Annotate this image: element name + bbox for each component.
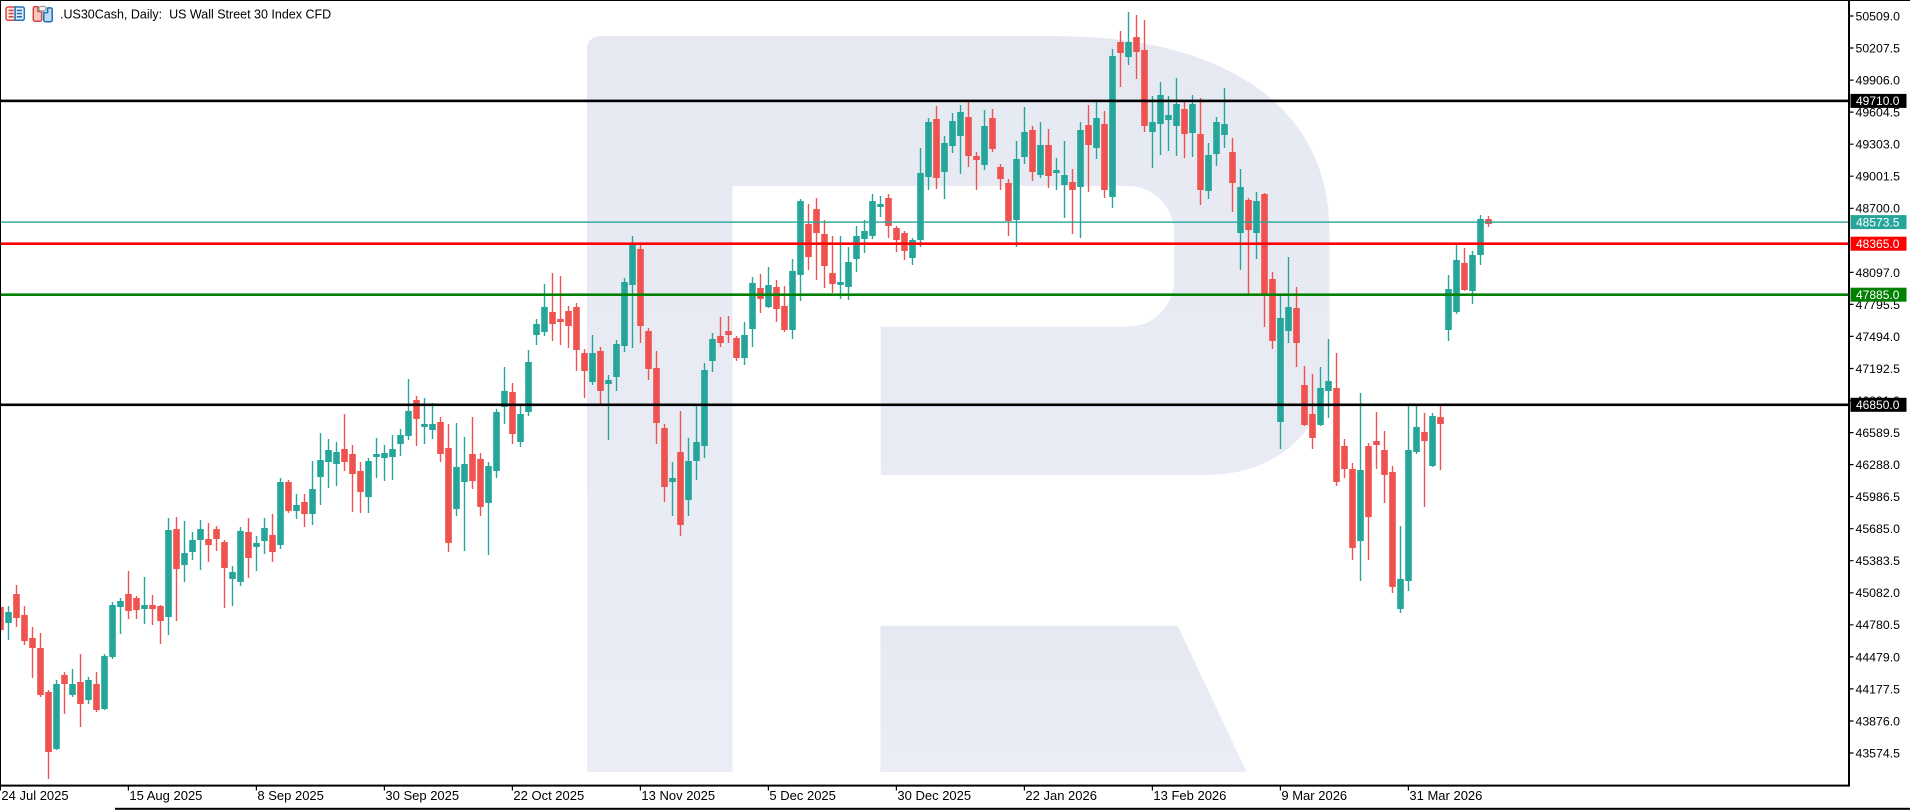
svg-text:47885.0: 47885.0 — [1856, 288, 1900, 302]
svg-text:45685.0: 45685.0 — [1856, 522, 1901, 536]
svg-text:15 Aug 2025: 15 Aug 2025 — [129, 788, 202, 803]
svg-text:45082.0: 45082.0 — [1856, 586, 1901, 600]
svg-text:46288.0: 46288.0 — [1856, 458, 1901, 472]
svg-text:30 Sep 2025: 30 Sep 2025 — [385, 788, 459, 803]
svg-text:30 Dec 2025: 30 Dec 2025 — [897, 788, 971, 803]
svg-text:43876.0: 43876.0 — [1856, 714, 1901, 728]
svg-text:46850.0: 46850.0 — [1856, 398, 1900, 412]
svg-text:50207.5: 50207.5 — [1856, 41, 1901, 55]
svg-text:45383.5: 45383.5 — [1856, 554, 1901, 568]
svg-text:49303.0: 49303.0 — [1856, 138, 1901, 152]
svg-text:46589.5: 46589.5 — [1856, 426, 1901, 440]
svg-text:13 Nov 2025: 13 Nov 2025 — [641, 788, 715, 803]
svg-text:24 Jul 2025: 24 Jul 2025 — [1, 788, 68, 803]
svg-text:22 Jan 2026: 22 Jan 2026 — [1025, 788, 1097, 803]
svg-text:49001.5: 49001.5 — [1856, 170, 1901, 184]
svg-text:48700.0: 48700.0 — [1856, 202, 1901, 216]
svg-text:49710.0: 49710.0 — [1856, 94, 1900, 108]
svg-text:43574.5: 43574.5 — [1856, 746, 1901, 760]
svg-text:44780.5: 44780.5 — [1856, 618, 1901, 632]
svg-text:47494.0: 47494.0 — [1856, 330, 1901, 344]
svg-text:13 Feb 2026: 13 Feb 2026 — [1153, 788, 1226, 803]
svg-text:49906.0: 49906.0 — [1856, 74, 1901, 88]
svg-text:48097.0: 48097.0 — [1856, 266, 1901, 280]
svg-text:9 Mar 2026: 9 Mar 2026 — [1281, 788, 1347, 803]
svg-text:49604.5: 49604.5 — [1856, 106, 1901, 120]
svg-text:48365.0: 48365.0 — [1856, 237, 1900, 251]
svg-text:50509.0: 50509.0 — [1856, 9, 1901, 23]
svg-text:44177.5: 44177.5 — [1856, 682, 1901, 696]
svg-text:.US30Cash, Daily: US Wall Str: .US30Cash, Daily: US Wall Street 30 Inde… — [60, 8, 331, 22]
svg-text:44479.0: 44479.0 — [1856, 650, 1901, 664]
svg-text:45986.5: 45986.5 — [1856, 490, 1901, 504]
svg-text:22 Oct 2025: 22 Oct 2025 — [513, 788, 584, 803]
svg-text:47192.5: 47192.5 — [1856, 362, 1901, 376]
svg-text:31 Mar 2026: 31 Mar 2026 — [1409, 788, 1482, 803]
svg-text:8 Sep 2025: 8 Sep 2025 — [257, 788, 324, 803]
svg-text:48573.5: 48573.5 — [1856, 215, 1900, 229]
svg-text:5 Dec 2025: 5 Dec 2025 — [769, 788, 836, 803]
